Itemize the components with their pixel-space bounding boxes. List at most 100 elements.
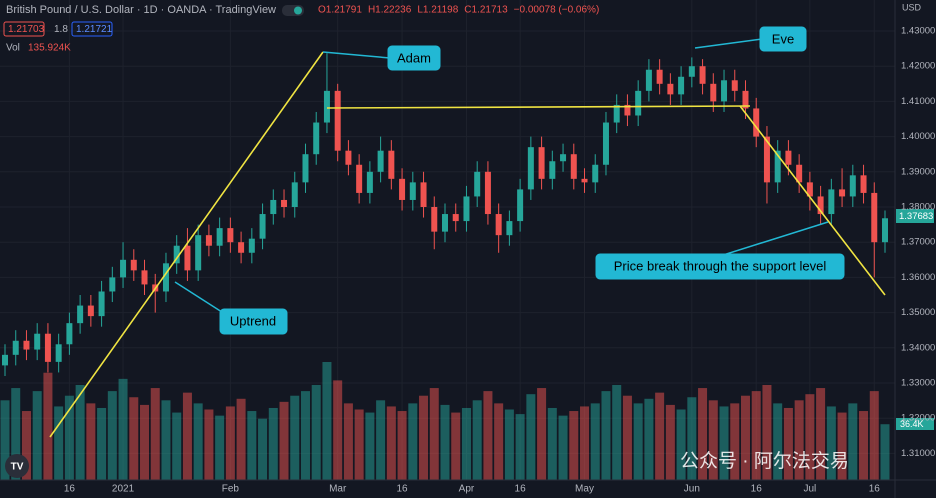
volume-bar (665, 404, 675, 480)
volume-bar (140, 404, 150, 480)
x-tick-label: 16 (751, 484, 763, 495)
volume-bar (54, 406, 64, 480)
volume-bar (837, 412, 847, 480)
candle-body (656, 69, 663, 84)
volume-bar (182, 392, 192, 480)
candle-body (710, 83, 717, 102)
x-tick-label: Feb (222, 484, 240, 495)
y-tick-label: 1.37000 (901, 237, 935, 248)
candle-body (377, 150, 384, 172)
volume-bar (461, 407, 471, 480)
logo-badge[interactable] (5, 454, 29, 478)
candle-body (635, 90, 642, 116)
x-tick-label: May (575, 484, 594, 495)
volume-bar (740, 395, 750, 480)
candle-body (774, 150, 781, 183)
candle-body (366, 171, 373, 193)
candle-body (592, 164, 599, 183)
volume-bar (504, 409, 514, 480)
candle-body (248, 238, 255, 253)
candle-body (12, 340, 19, 355)
ohlc-value: C1.21713 (464, 5, 508, 16)
y-tick-label: 1.36000 (901, 272, 935, 283)
candle-body (44, 333, 51, 362)
volume-bar (429, 388, 439, 480)
currency: USD (902, 2, 922, 12)
candle-body (688, 66, 695, 77)
volume-bar (859, 411, 869, 480)
x-tick-label: Jul (803, 484, 816, 495)
candle-body (817, 196, 824, 215)
volume-bar (569, 411, 579, 480)
volume-bar (279, 401, 289, 480)
volume-bar (558, 415, 568, 480)
volume-bar (365, 412, 375, 480)
volume-bar (43, 372, 53, 480)
candle-body (334, 90, 341, 151)
candle-body (431, 207, 438, 232)
candle-body (699, 66, 706, 84)
candle-body (227, 228, 234, 243)
candle-body (527, 147, 534, 190)
uptrend-line (49, 51, 324, 438)
ohlc-value: O1.21791 (318, 5, 362, 16)
volume-label-box (896, 418, 934, 430)
candle-body (420, 182, 427, 208)
volume-pane (0, 362, 890, 480)
volume-bar (236, 398, 246, 480)
volume-bar (537, 388, 547, 480)
ask-box[interactable] (71, 21, 113, 37)
annotation: Price break through the support level (614, 258, 827, 273)
candle-body (624, 104, 631, 116)
candle-body (2, 354, 8, 366)
candle-body (281, 199, 288, 208)
candle-body (216, 228, 223, 246)
candle-body (356, 164, 363, 193)
pointer (174, 281, 226, 315)
volume-bar (515, 414, 525, 480)
volume-bar (526, 394, 536, 480)
candle-body (120, 259, 127, 278)
candle-body (55, 344, 62, 362)
candle-body (409, 182, 416, 200)
volume-bar (483, 391, 493, 480)
candle-body (581, 178, 588, 183)
candle-body (205, 235, 212, 246)
volume-bar (869, 391, 879, 480)
candle-body (849, 175, 856, 197)
volume-bar (794, 400, 804, 480)
candle-body (731, 80, 738, 91)
price-label-box (896, 209, 934, 223)
annotation: Uptrend (230, 313, 276, 328)
volume-bar (451, 412, 461, 480)
candle-body (549, 161, 556, 179)
y-tick-label: 1.38000 (901, 202, 935, 213)
candle-body (162, 263, 169, 292)
volume-bar (0, 400, 10, 480)
bid-box[interactable] (3, 21, 45, 37)
callout-box (759, 26, 807, 52)
volume-bar (783, 407, 793, 480)
volume-bar (601, 391, 611, 480)
volume-bar (247, 411, 257, 480)
logo: TV (11, 462, 24, 473)
ohlc-value: H1.22236 (368, 5, 412, 16)
volume-bar (590, 403, 600, 480)
pointer (694, 38, 763, 49)
annotation: Eve (772, 31, 794, 46)
x-tick-label: 16 (397, 484, 409, 495)
candle-body (109, 277, 116, 292)
y-tick-label: 1.43000 (901, 26, 935, 37)
ohlc-legend: O1.21791 H1.22236 L1.21198 C1.21713 −0.00078… (318, 5, 599, 16)
candle-body (345, 150, 352, 165)
ask: 1.21721 (76, 24, 113, 35)
y-tick-label: 1.32000 (901, 413, 935, 424)
volume-bar (258, 418, 268, 480)
volume-bar (408, 403, 418, 480)
candle-body (452, 214, 459, 222)
volume-bar (311, 384, 321, 480)
candle-body (602, 122, 609, 165)
y-tick-label: 1.34000 (901, 342, 935, 353)
volume-bar (719, 406, 729, 480)
